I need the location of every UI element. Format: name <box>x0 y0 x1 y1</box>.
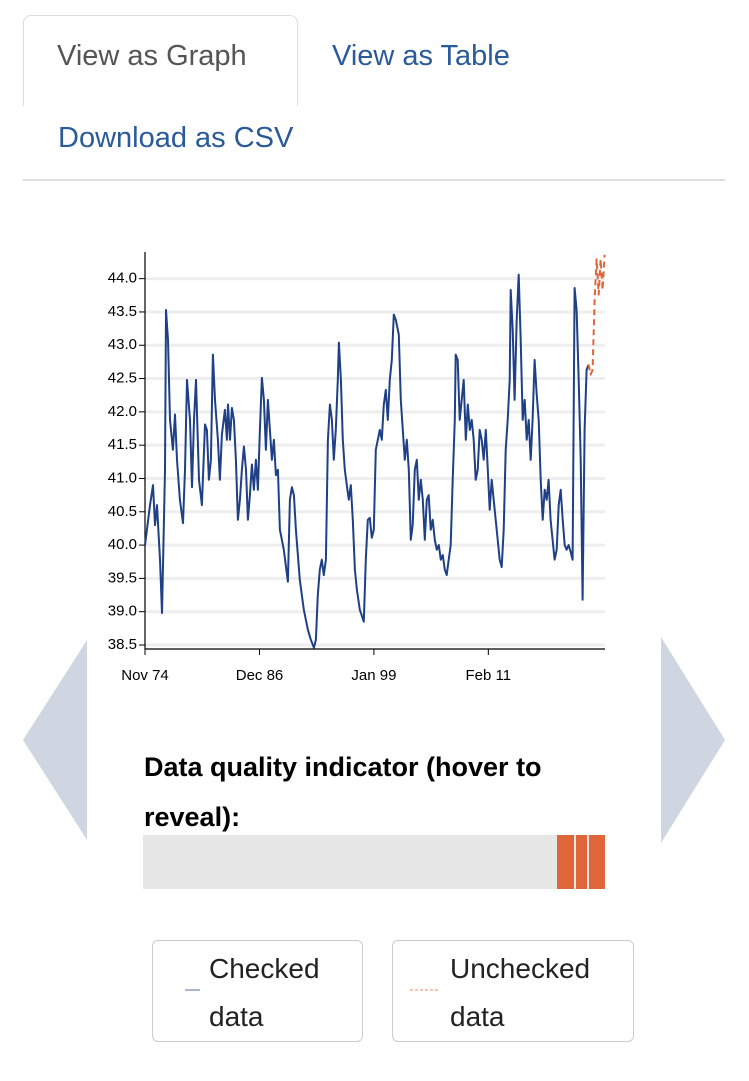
tab-graph[interactable]: View as Graph <box>57 40 247 72</box>
y-tick-label: 42.0 <box>108 403 137 420</box>
y-tick-label: 43.0 <box>108 336 137 353</box>
x-tick-label: Feb 11 <box>466 667 512 684</box>
legend-item[interactable] <box>152 940 363 1042</box>
y-tick-label: 42.5 <box>108 370 137 387</box>
y-axis-label: GroundwaterLevel (mAOD) <box>35 221 65 548</box>
x-tick-label: Dec 86 <box>236 667 284 684</box>
tab-active[interactable] <box>23 15 298 106</box>
y-tick-label: 44.0 <box>108 270 137 287</box>
y-tick-label: 43.5 <box>108 303 137 320</box>
legend-label: Checked data <box>209 953 320 1032</box>
y-tick-label: 38.5 <box>108 636 137 653</box>
x-tick-label: Jan 99 <box>351 667 396 684</box>
y-tick-label: 41.0 <box>108 469 137 486</box>
x-tick-label: Nov 74 <box>121 667 169 684</box>
legend-label: Unchecked data <box>450 953 591 1032</box>
data-line <box>587 254 606 376</box>
y-tick-label: 40.5 <box>108 503 137 520</box>
y-tick-label: 39.5 <box>108 569 137 586</box>
data-line <box>144 273 590 649</box>
next-arrow[interactable] <box>661 637 725 843</box>
download-link[interactable]: Download as CSV <box>58 122 294 154</box>
y-tick-label: 41.5 <box>108 436 137 453</box>
y-tick-label: 39.0 <box>108 603 137 620</box>
tab-table[interactable]: View as Table <box>332 40 510 72</box>
prev-arrow[interactable] <box>23 640 87 840</box>
divider <box>23 179 725 181</box>
quality-title: Data quality indicator (hover to reveal)… <box>144 752 542 832</box>
chart: GroundwaterLevel (mAOD) 38.5 39.0 39.5 40.0… <box>35 221 606 684</box>
y-tick-label: 40.0 <box>108 536 137 553</box>
legend-item[interactable] <box>392 940 634 1042</box>
